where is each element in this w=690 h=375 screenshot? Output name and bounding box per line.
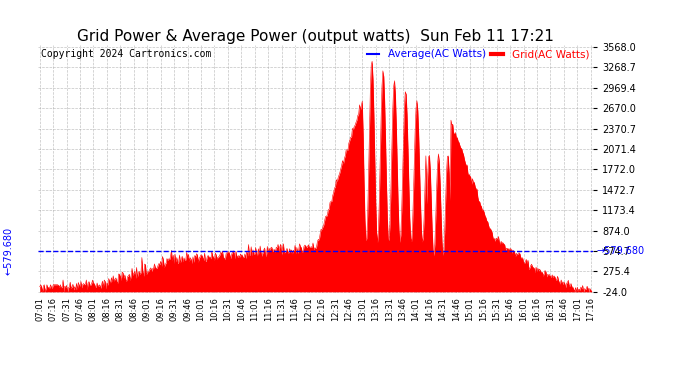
Text: →579.680: →579.680 [597, 246, 645, 256]
Text: ←579.680: ←579.680 [3, 226, 13, 275]
Legend: Average(AC Watts), Grid(AC Watts): Average(AC Watts), Grid(AC Watts) [362, 45, 593, 63]
Title: Grid Power & Average Power (output watts)  Sun Feb 11 17:21: Grid Power & Average Power (output watts… [77, 29, 554, 44]
Text: Copyright 2024 Cartronics.com: Copyright 2024 Cartronics.com [41, 49, 211, 59]
